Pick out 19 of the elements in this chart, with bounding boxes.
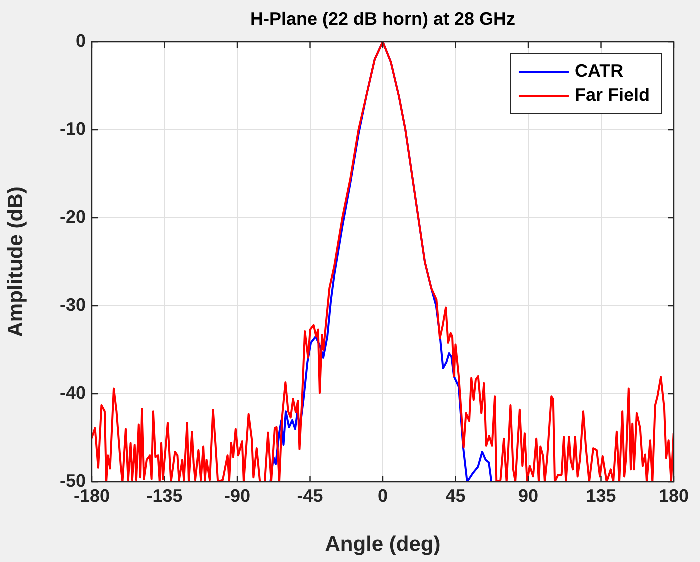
chart-title: H-Plane (22 dB horn) at 28 GHz: [250, 8, 516, 29]
x-tick-label: 135: [586, 486, 616, 506]
x-tick-label: 0: [378, 486, 388, 506]
x-tick-label: -90: [224, 486, 251, 506]
x-tick-label: 90: [518, 486, 539, 506]
x-tick-label: 45: [446, 486, 466, 506]
x-axis-title: Angle (deg): [325, 533, 441, 556]
legend-label: CATR: [574, 60, 624, 81]
x-tick-label: -135: [146, 486, 183, 506]
y-axis-title: Amplitude (dB): [4, 186, 28, 338]
x-tick-label: 180: [658, 486, 690, 506]
y-tick-label: -20: [60, 206, 86, 227]
y-tick-label: 0: [76, 30, 86, 51]
y-tick-label: -40: [60, 382, 86, 403]
x-tick-label: -45: [297, 486, 324, 506]
y-tick-label: -50: [60, 470, 86, 491]
y-tick-label: -30: [60, 294, 86, 315]
legend-label: Far Field: [574, 84, 650, 105]
y-tick-label: -10: [60, 118, 86, 139]
